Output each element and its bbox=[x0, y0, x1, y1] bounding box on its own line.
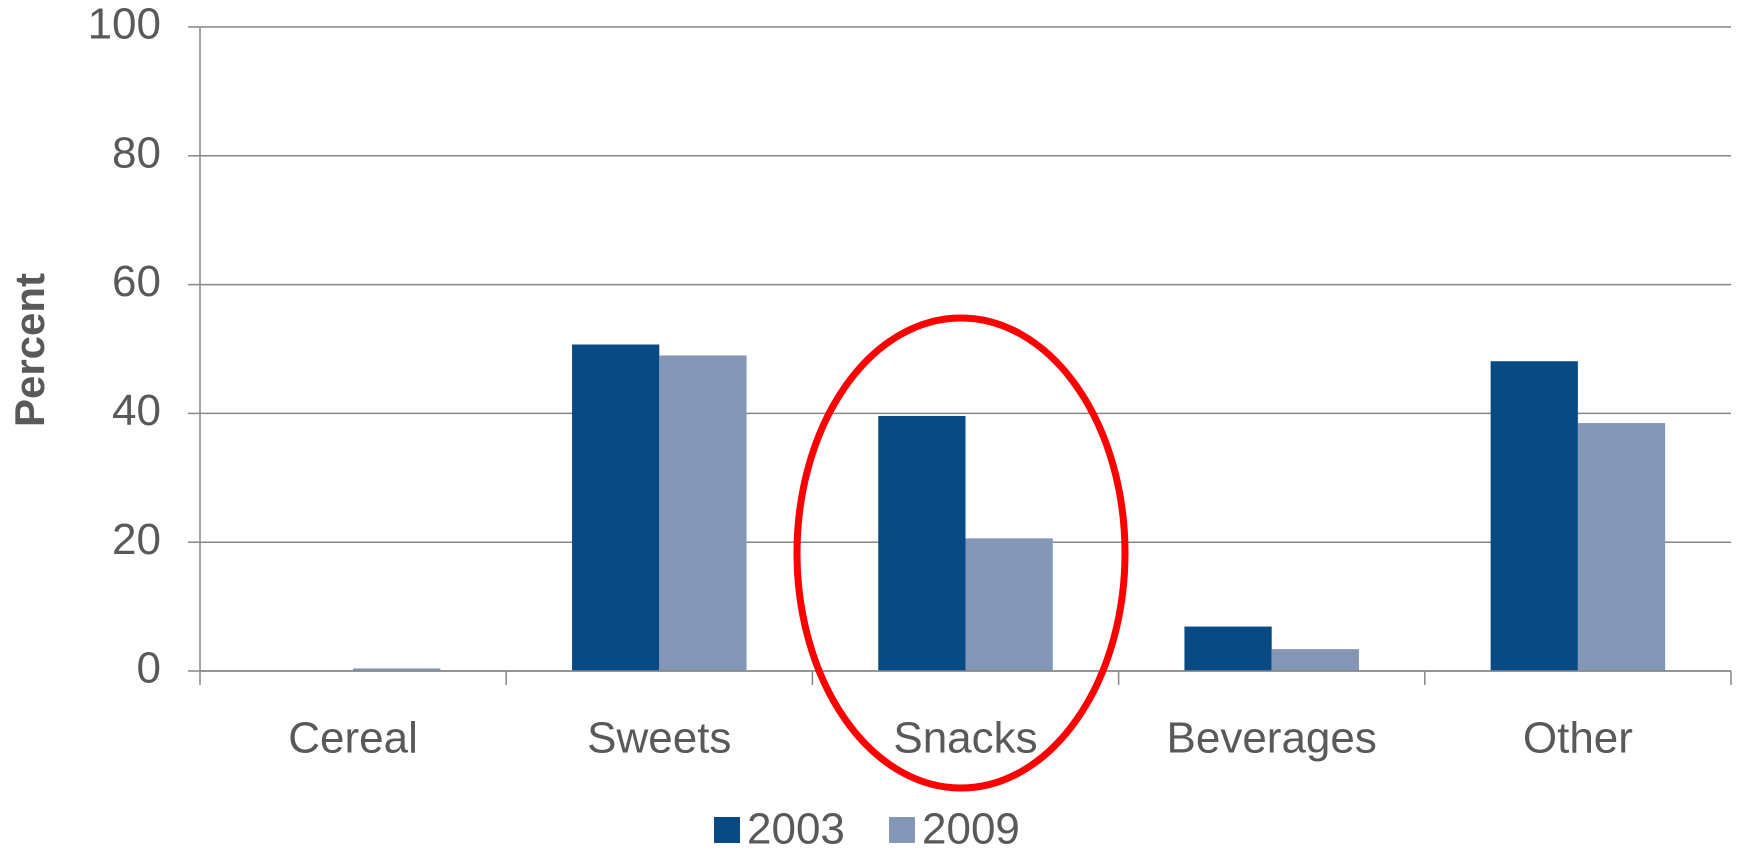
legend-swatch bbox=[889, 817, 915, 843]
x-tick-label: Sweets bbox=[587, 714, 731, 763]
bar bbox=[572, 344, 660, 671]
legend-swatch bbox=[714, 817, 740, 843]
bar bbox=[353, 668, 441, 671]
y-tick-label: 0 bbox=[137, 644, 161, 693]
y-tick-label: 80 bbox=[112, 128, 161, 177]
y-tick-label: 100 bbox=[88, 0, 161, 49]
x-tick-label: Other bbox=[1523, 714, 1633, 763]
x-tick-label: Cereal bbox=[288, 714, 418, 763]
bar bbox=[1271, 649, 1359, 671]
y-axis-label: Percent bbox=[6, 273, 53, 427]
bar bbox=[878, 415, 966, 671]
y-tick-label: 60 bbox=[112, 257, 161, 306]
bar bbox=[1184, 626, 1272, 671]
x-tick-label: Snacks bbox=[893, 714, 1037, 763]
bar bbox=[965, 538, 1053, 671]
bar bbox=[1490, 361, 1578, 671]
y-tick-label: 40 bbox=[112, 386, 161, 435]
y-tick-label: 20 bbox=[112, 515, 161, 564]
bar bbox=[659, 355, 747, 671]
bar bbox=[1577, 423, 1666, 671]
legend-label: 2003 bbox=[747, 805, 845, 854]
legend-label: 2009 bbox=[922, 805, 1020, 854]
x-tick-label: Beverages bbox=[1167, 714, 1377, 763]
highlight-ellipse bbox=[793, 314, 1129, 792]
